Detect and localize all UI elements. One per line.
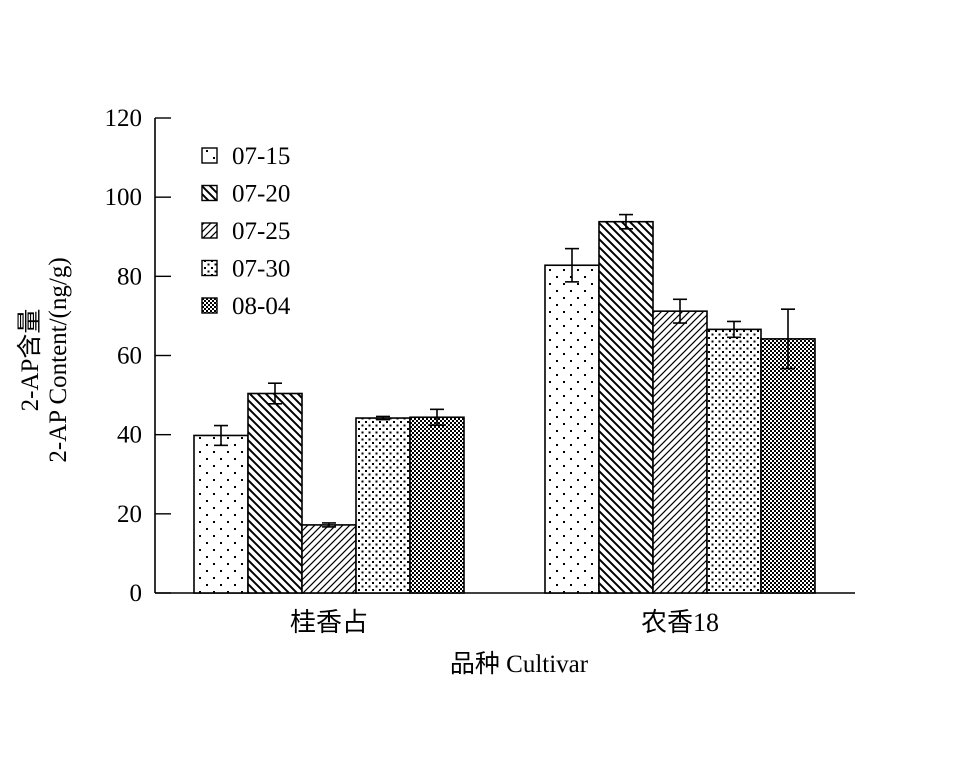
bar	[652, 310, 708, 594]
y-axis-title-line1: 2-AP含量	[16, 309, 44, 412]
legend-swatch	[201, 259, 218, 277]
legend-label: 07-30	[232, 256, 290, 283]
x-category-label: 桂香占	[290, 608, 368, 637]
bar	[760, 338, 816, 594]
y-tick-label: 60	[117, 343, 142, 370]
legend-swatch	[201, 297, 218, 314]
category-labels-group: 桂香占 农香18	[290, 608, 719, 637]
legend-label: 08-04	[232, 293, 291, 320]
bar	[706, 328, 762, 594]
bar	[544, 264, 600, 594]
y-axis-title: 2-AP含量 2-AP Content/(ng/g)	[16, 257, 72, 462]
bar	[301, 524, 357, 594]
legend-label: 07-25	[232, 218, 290, 245]
bar	[409, 416, 465, 594]
y-axis-title-line2: 2-AP Content/(ng/g)	[45, 257, 72, 462]
y-tick-label: 100	[105, 184, 143, 211]
legend: 07-15 07-20 07-25 07-30 08-04	[201, 143, 291, 320]
bar	[355, 417, 411, 594]
legend-swatch	[201, 222, 218, 239]
legend-label: 07-15	[232, 143, 290, 170]
legend-swatch	[201, 184, 218, 202]
y-tick-label: 120	[105, 105, 143, 132]
x-category-label: 农香18	[641, 608, 719, 637]
legend-swatch	[201, 147, 218, 164]
bars-group	[193, 213, 816, 594]
bar	[193, 434, 249, 594]
legend-label: 07-20	[232, 181, 290, 208]
bar	[598, 220, 654, 594]
y-tick-label: 80	[117, 263, 142, 290]
y-tick-label: 0	[130, 580, 143, 607]
y-tick-label: 40	[117, 422, 142, 449]
y-tick-label: 20	[117, 501, 142, 528]
y-ticks-group: 0 20 40 60 80 100 120	[105, 105, 171, 607]
bar	[247, 392, 303, 594]
x-axis-title: 品种 Cultivar	[450, 650, 589, 678]
